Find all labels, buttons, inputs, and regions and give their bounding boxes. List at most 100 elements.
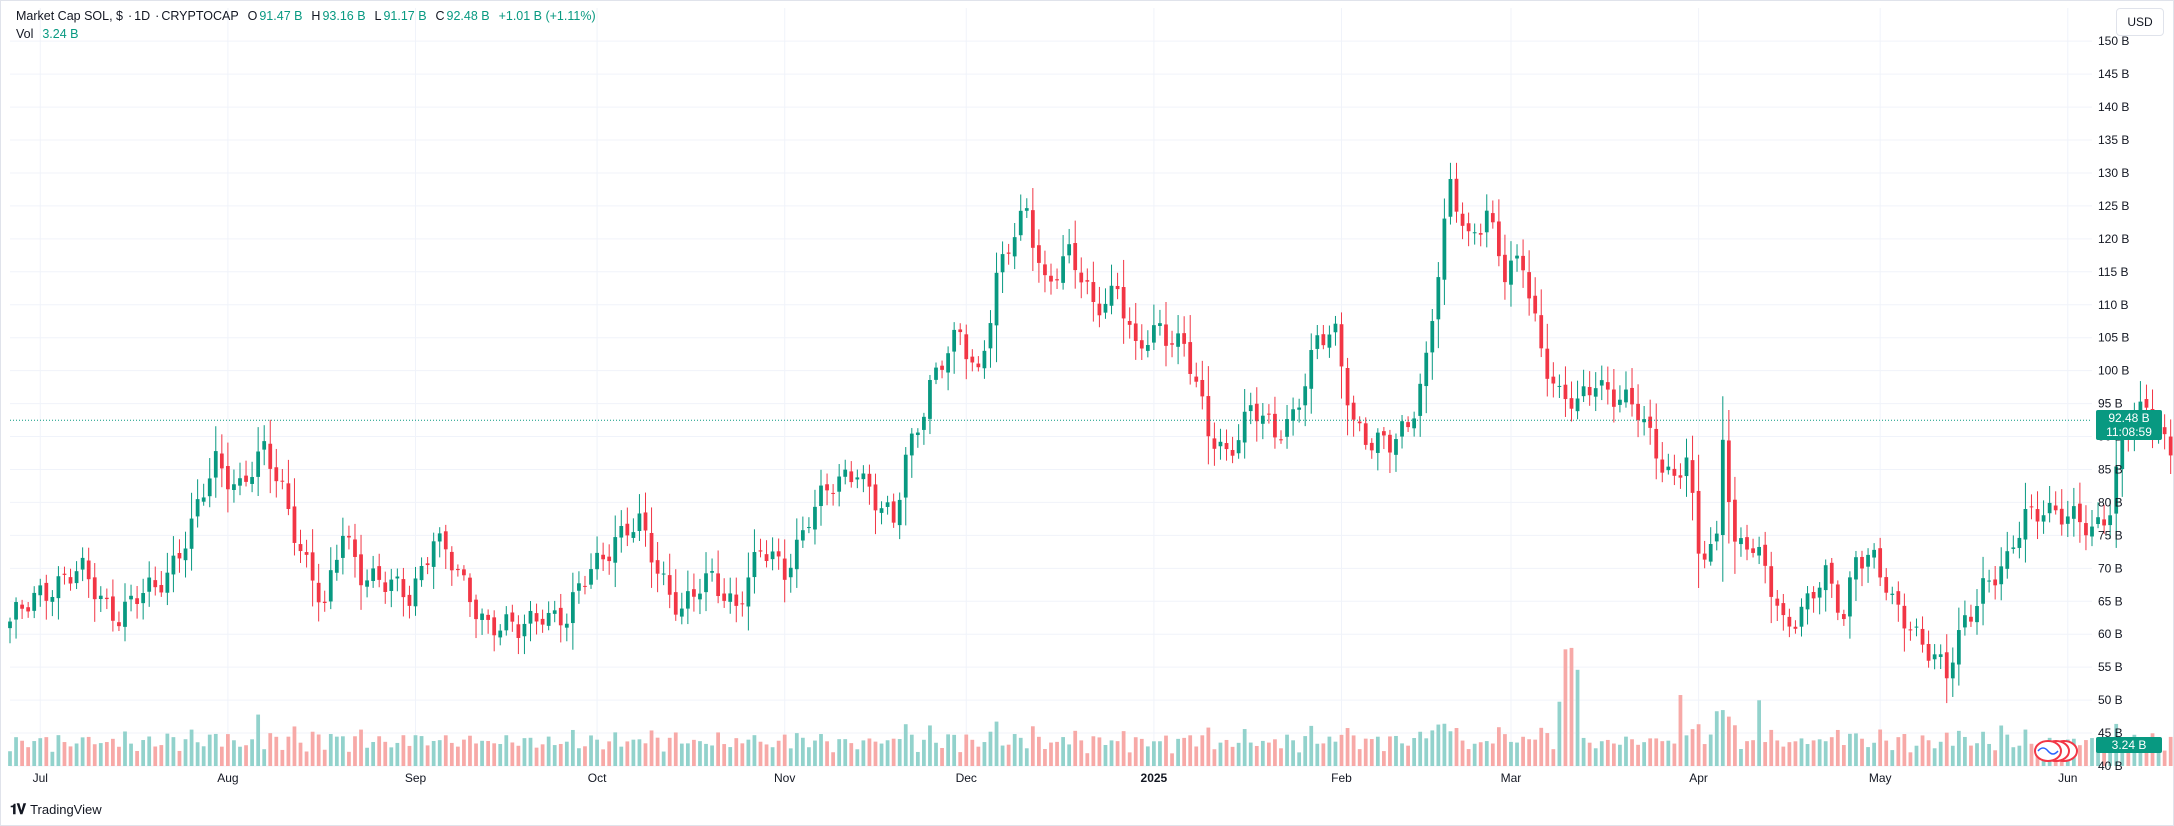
x-tick-label: Sep xyxy=(405,771,427,785)
volume-bar xyxy=(1176,738,1180,766)
candle-body xyxy=(1714,533,1719,542)
volume-bar xyxy=(1363,738,1368,766)
volume-bar xyxy=(637,739,642,766)
candle-body xyxy=(2053,505,2058,511)
candle-body xyxy=(1569,398,1574,409)
volume-bar xyxy=(1067,744,1072,766)
volume-bar xyxy=(425,745,430,766)
candle-body xyxy=(347,535,351,538)
y-tick-label: 120 B xyxy=(2098,232,2129,246)
volume-bar xyxy=(607,741,612,766)
candle-layer xyxy=(8,162,2173,704)
volume-bar xyxy=(1605,739,1610,766)
volume-bar xyxy=(1775,740,1780,766)
volume-bar xyxy=(988,731,993,766)
candle-body xyxy=(1152,325,1156,343)
candle-body xyxy=(1920,628,1925,645)
volume-bar xyxy=(298,742,303,766)
candle-body xyxy=(970,356,975,363)
volume-bar xyxy=(1291,740,1295,766)
y-tick-label: 85 B xyxy=(2098,462,2123,476)
volume-bar xyxy=(310,731,315,766)
volume-bar xyxy=(2096,745,2100,766)
volume-bar xyxy=(1757,700,1761,766)
candle-body xyxy=(1854,557,1858,580)
symbol-name[interactable]: Market Cap SOL, $ xyxy=(16,9,123,23)
candle-body xyxy=(2090,526,2094,537)
tradingview-logo-icon: 𝟏𝐕 xyxy=(10,801,26,817)
currency-button[interactable]: USD xyxy=(2116,8,2164,36)
volume-label[interactable]: Vol xyxy=(16,27,34,41)
interval-label[interactable]: 1D xyxy=(134,9,151,23)
volume-bar xyxy=(1793,741,1798,766)
wave-icon[interactable] xyxy=(2034,739,2078,763)
candle-body xyxy=(564,623,569,628)
volume-layer xyxy=(8,647,2173,766)
volume-bar xyxy=(280,749,285,766)
volume-bar xyxy=(1696,724,1701,766)
candle-body xyxy=(2168,436,2173,456)
candle-body xyxy=(1745,537,1749,550)
volume-bar xyxy=(673,732,678,766)
volume-bar xyxy=(1297,752,1302,766)
candle-body xyxy=(1848,577,1852,617)
volume-bar xyxy=(589,735,593,766)
volume-bar xyxy=(395,742,400,766)
volume-bar xyxy=(982,742,987,766)
candle-body xyxy=(1975,606,1979,623)
volume-bar xyxy=(625,741,630,766)
candle-body xyxy=(595,552,599,570)
tradingview-brand[interactable]: 𝟏𝐕 TradingView xyxy=(10,801,102,818)
candle-body xyxy=(2017,537,2022,548)
candle-body xyxy=(1055,279,1059,281)
candle-body xyxy=(2005,551,2010,569)
candle-body xyxy=(825,484,829,491)
candle-body xyxy=(341,535,345,558)
volume-bar xyxy=(1200,735,1205,766)
volume-bar xyxy=(1164,735,1168,766)
volume-bar xyxy=(462,739,466,766)
candle-body xyxy=(1618,399,1622,405)
bar-countdown: 11:08:59 xyxy=(2106,425,2152,439)
volume-bar xyxy=(44,737,49,766)
candle-body xyxy=(316,582,321,603)
volume-bar xyxy=(679,743,684,766)
volume-bar xyxy=(540,744,545,766)
volume-bar xyxy=(1545,733,1550,766)
volume-value: 3.24 B xyxy=(42,27,79,41)
candle-body xyxy=(129,595,133,600)
volume-bar xyxy=(1327,736,1332,766)
volume-bar xyxy=(141,740,146,766)
volume-bar xyxy=(68,746,73,766)
volume-bar xyxy=(1091,736,1096,766)
volume-bar xyxy=(831,752,835,766)
candle-body xyxy=(492,617,497,636)
volume-bar xyxy=(334,736,339,766)
volume-bar xyxy=(1260,740,1265,766)
volume-legend: Vol 3.24 B xyxy=(16,27,80,41)
candle-body xyxy=(903,454,908,498)
low-value: 91.17 B xyxy=(383,9,427,23)
candle-body xyxy=(50,596,55,602)
candle-body xyxy=(1533,295,1538,314)
volume-bar xyxy=(353,736,357,766)
candle-body xyxy=(661,573,666,575)
candle-body xyxy=(643,512,648,531)
y-tick-label: 100 B xyxy=(2098,364,2129,378)
volume-bar xyxy=(1309,725,1314,766)
volume-bar xyxy=(752,735,757,766)
candle-body xyxy=(552,610,557,614)
volume-bar xyxy=(2023,729,2028,766)
volume-bar xyxy=(1139,738,1144,766)
volume-bar xyxy=(1733,725,1737,766)
volume-bar xyxy=(807,747,811,766)
candle-body xyxy=(849,471,854,483)
candle-body xyxy=(1158,323,1162,326)
candle-body xyxy=(377,566,382,580)
volume-bar xyxy=(1394,735,1398,766)
candle-body xyxy=(728,593,733,602)
candle-body xyxy=(135,598,139,604)
x-tick-label: Jun xyxy=(2058,771,2077,785)
y-tick-label: 65 B xyxy=(2098,594,2123,608)
